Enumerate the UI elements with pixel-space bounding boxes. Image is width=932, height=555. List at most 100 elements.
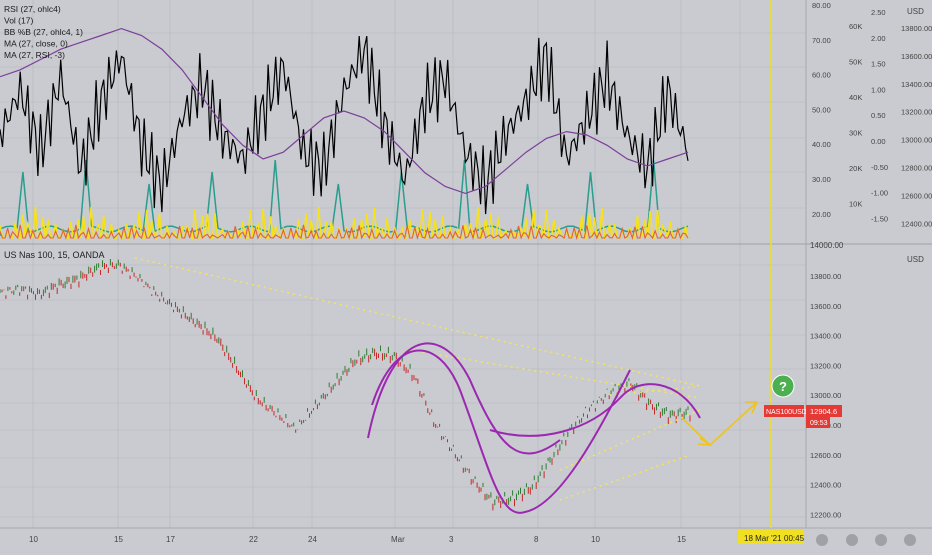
time-tick-label: 15 [114,535,123,544]
nav-dot-icon[interactable] [846,534,858,546]
legend-item[interactable]: MA (27, RSI, -3) [4,50,65,60]
time-tick-label: 3 [449,535,454,544]
trendline-lower[interactable] [559,454,691,501]
time-badge-value: 09:53 [810,420,828,427]
upper-price-tick-label: 12400.00 [901,219,932,228]
question-icon[interactable]: ? [779,379,787,394]
ma-rsi-line[interactable] [0,27,689,195]
bbpb-tick-label: 0.50 [871,111,886,120]
time-tick-label: 10 [591,535,600,544]
bbpb-tick-label: -0.50 [871,163,888,172]
trendline-mid[interactable] [409,349,701,399]
legend-item[interactable]: BB %B (27, ohlc4, 1) [4,27,83,37]
time-tick-label: 10 [29,535,38,544]
price-badge-value: 12904.6 [810,407,837,416]
volume-tick-label: 40K [849,93,862,102]
rsi-tick-label: 70.00 [812,36,831,45]
upper-usd-label: USD [907,7,924,16]
bbpb-tick-label: 1.00 [871,85,886,94]
bbpb-tick-label: -1.50 [871,214,888,223]
rsi-tick-label: 80.00 [812,1,831,10]
cursor-time-badge-bg [738,530,804,544]
arc-lower-wave[interactable] [371,349,631,514]
volume-tick-label: 60K [849,22,862,31]
trendline-upper[interactable] [134,257,701,387]
volume-tick-label: 50K [849,58,862,67]
upper-price-tick-label: 12600.00 [901,191,932,200]
upper-price-tick-label: 13600.00 [901,52,932,61]
cursor-time: 00:45 [784,534,805,543]
volume-tick-label: 30K [849,129,862,138]
volume-tick-label: 10K [849,200,862,209]
upper-price-tick-label: 13000.00 [901,136,932,145]
bbpb-tick-label: 0.00 [871,137,886,146]
rsi-tick-label: 30.00 [812,175,831,184]
time-tick-label: 24 [308,535,317,544]
time-tick-label: 17 [166,535,175,544]
time-tick-label: 8 [534,535,539,544]
main-usd-label: USD [907,255,924,264]
upper-price-tick-label: 12800.00 [901,164,932,173]
main-price-tick-label: 13200.00 [810,361,841,370]
drawings-layer[interactable] [134,257,759,514]
main-price-tick-label: 13600.00 [810,302,841,311]
bbpb-tick-label: -1.00 [871,189,888,198]
indicator-pane[interactable] [0,27,689,241]
volume-tick-label: 20K [849,164,862,173]
main-price-tick-label: 12400.00 [810,481,841,490]
main-price-tick-label: 12200.00 [810,510,841,519]
bbpb-tick-label: 1.50 [871,60,886,69]
cursor-date: 18 Mar '21 [744,534,782,543]
arc-upper-wave[interactable] [367,342,561,455]
main-price-tick-label: 13800.00 [810,272,841,281]
price-pane[interactable] [0,259,691,511]
rsi-tick-label: 40.00 [812,140,831,149]
nav-dot-icon[interactable] [816,534,828,546]
legend-item[interactable]: MA (27, close, 0) [4,39,68,49]
main-price-tick-label: 12600.00 [810,451,841,460]
volume-scale: 60K 50K 40K 30K 20K 10K [849,22,862,209]
projection-arrow-up-head [745,401,759,414]
bbpb-scale: 2.50 2.00 1.50 1.00 0.50 0.00 -0.50 -1.00 -1.50 [871,8,888,223]
price-scale-panel[interactable] [806,0,932,528]
time-tick-label: 22 [249,535,258,544]
symbol-badge-bg [764,405,804,417]
divider-price-label: 14000.00 [810,241,844,250]
upper-price-scale: 13800.00 13600.00 13400.00 13200.00 13000.00… [901,24,932,228]
legend-item[interactable]: RSI (27, ohlc4) [4,4,61,14]
time-badge-bg [806,417,830,428]
projection-arrow-up[interactable] [709,401,758,446]
time-axis[interactable]: 10 15 17 22 24 Mar 3 8 10 15 [29,535,686,544]
upper-price-tick-label: 13200.00 [901,108,932,117]
current-price-badge: NAS100USD 12904.6 09:53 [764,405,842,428]
indicator-legend[interactable]: RSI (27, ohlc4) Vol (17)BB %B (27, ohlc4,… [4,4,83,60]
main-price-tick-label: 13000.00 [810,391,841,400]
symbol-title: US Nas 100, 15, OANDA [4,250,105,260]
trendline-short[interactable] [609,386,696,396]
time-tick-label: 15 [677,535,686,544]
rsi-tick-label: 20.00 [812,210,831,219]
question-badge[interactable]: ? [771,374,795,398]
nav-dot-icon[interactable] [904,534,916,546]
trendline-lower-2[interactable] [559,409,701,471]
time-tick-label: Mar [391,535,405,544]
upper-price-tick-label: 13400.00 [901,80,932,89]
bbpb-tick-label: 2.50 [871,8,886,17]
legend-item[interactable]: Vol (17) [4,16,33,26]
projection-arrow-down[interactable] [681,417,711,446]
main-price-tick-label: 13400.00 [810,332,841,341]
main-price-scale: 13800.00 13600.00 13400.00 13200.00 13000.00… [810,272,841,519]
rsi-line[interactable] [0,35,689,215]
nav-dot-icon[interactable] [875,534,887,546]
question-circle[interactable] [771,374,795,398]
rsi-tick-label: 60.00 [812,71,831,80]
ma-close-line[interactable] [0,224,689,241]
arc-right-wave[interactable] [489,383,701,437]
upper-price-tick-label: 13800.00 [901,24,932,33]
symbol-badge-label: NAS100USD [766,409,807,416]
rsi-scale: 80.00 70.00 60.00 50.00 40.00 30.00 20.00 [812,1,831,219]
rsi-tick-label: 50.00 [812,105,831,114]
